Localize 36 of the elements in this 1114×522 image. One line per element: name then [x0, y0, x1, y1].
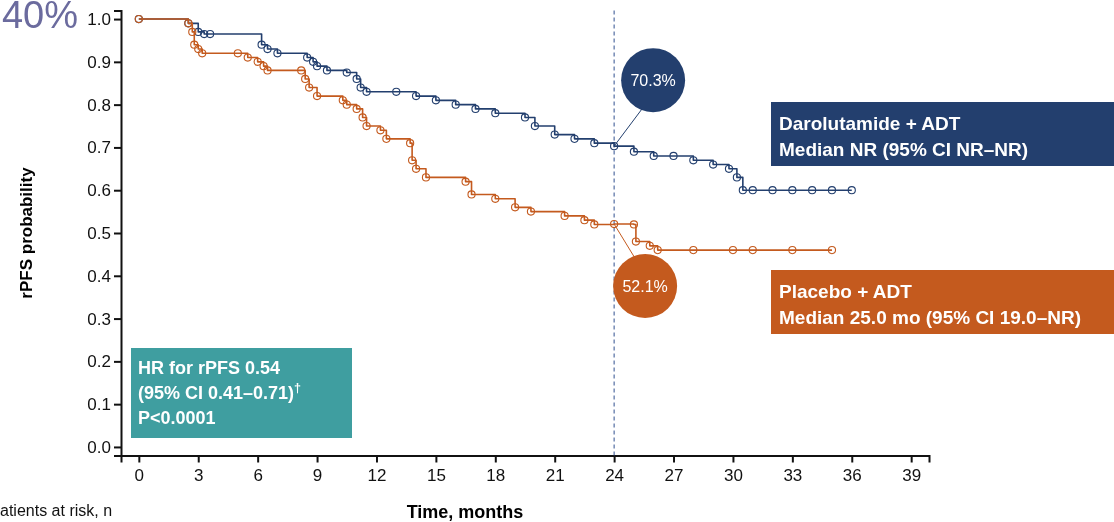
- y-tick-label: 0.0: [87, 437, 111, 457]
- x-tick-label: 27: [664, 465, 684, 485]
- y-tick-label: 0.3: [87, 309, 111, 329]
- text: 40%: [1, 0, 78, 36]
- label-box: Darolutamide + ADT Median NR (95% CI NR–NR): [771, 102, 1114, 166]
- y-tick-label: 0.4: [87, 266, 111, 286]
- x-tick-label: 12: [367, 465, 387, 485]
- annotation: 52.1%: [622, 278, 668, 296]
- y-tick-label: 0.7: [87, 138, 111, 158]
- y-tick-label: 0.1: [87, 395, 111, 415]
- y-axis-title: rPFS probability: [17, 166, 36, 299]
- series-label: Placebo + ADT Median 25.0 mo (95% CI 19.0–NR): [779, 281, 1081, 328]
- y-tick-label: 0.5: [87, 223, 111, 243]
- x-tick-label: 33: [783, 465, 803, 485]
- x-tick-label: 24: [605, 465, 625, 485]
- x-tick-label: 3: [194, 465, 204, 485]
- x-tick-label: 30: [723, 465, 743, 485]
- y-tick-label: 0.8: [87, 95, 111, 115]
- x-tick-label: 15: [426, 465, 446, 485]
- text: atients at risk, n: [0, 502, 113, 519]
- x-tick-label: 6: [253, 465, 263, 485]
- annotation: 70.3%: [630, 72, 676, 90]
- x-tick-label: 18: [486, 465, 506, 485]
- x-tick-label: 39: [902, 465, 922, 485]
- note-box: HR for rPFS 0.54 (95% CI 0.41–0.71)$^{†}$ P<0.0001: [131, 348, 352, 438]
- y-tick-label: 1.0: [87, 10, 111, 29]
- x-axis-title: Time, months: [406, 502, 524, 522]
- x-tick-label: 0: [134, 465, 145, 485]
- y-tick-label: 0.6: [87, 181, 111, 201]
- x-tick-label: 36: [842, 465, 862, 485]
- x-tick-label: 21: [545, 465, 565, 485]
- label-box: Placebo + ADT Median 25.0 mo (95% CI 19.0–NR): [771, 270, 1114, 334]
- series-label: Darolutamide + ADT Median NR (95% CI NR–NR): [779, 113, 1029, 160]
- x-tick-label: 9: [312, 465, 323, 485]
- y-tick-label: 0.2: [87, 352, 111, 372]
- y-tick-label: 0.9: [87, 52, 111, 72]
